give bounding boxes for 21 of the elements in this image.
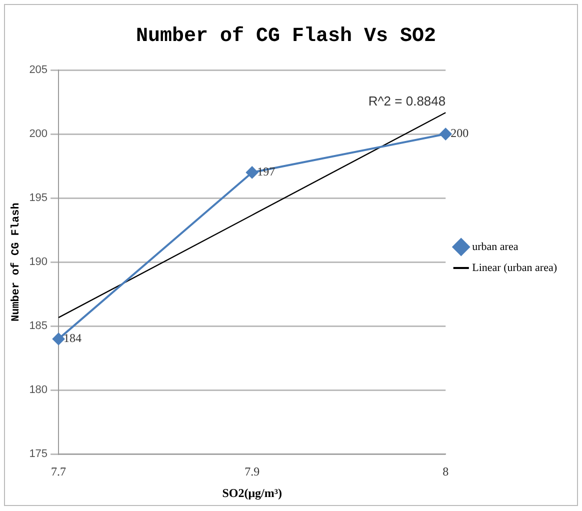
x-tick-label: 7.9 [244, 464, 260, 479]
legend-label: Linear (urban area) [472, 262, 558, 274]
point [52, 332, 65, 345]
chart-title: Number of CG Flash Vs SO2 [136, 25, 436, 48]
x-tick-label: 8 [442, 464, 449, 479]
annotation: R^2 = 0.8848 [368, 94, 446, 109]
point [246, 166, 258, 178]
legend-label: urban area [472, 240, 518, 253]
y-tick-label: 205 [29, 64, 48, 76]
y-tick-label: 195 [29, 192, 48, 204]
y-tick-label: 190 [29, 256, 48, 268]
x-axis-title: SO2(μg/m³) [222, 486, 282, 500]
y-tick-label: 185 [29, 320, 48, 332]
data-label: 200 [450, 126, 469, 140]
y-axis-title: Number of CG Flash [9, 202, 22, 322]
data-label: 184 [64, 331, 82, 346]
point [440, 128, 452, 140]
y-tick-label: 175 [29, 448, 48, 460]
y-tick-label: 180 [29, 384, 48, 396]
y-tick-label: 200 [29, 128, 48, 140]
x-tick-label: 7.7 [51, 464, 66, 479]
